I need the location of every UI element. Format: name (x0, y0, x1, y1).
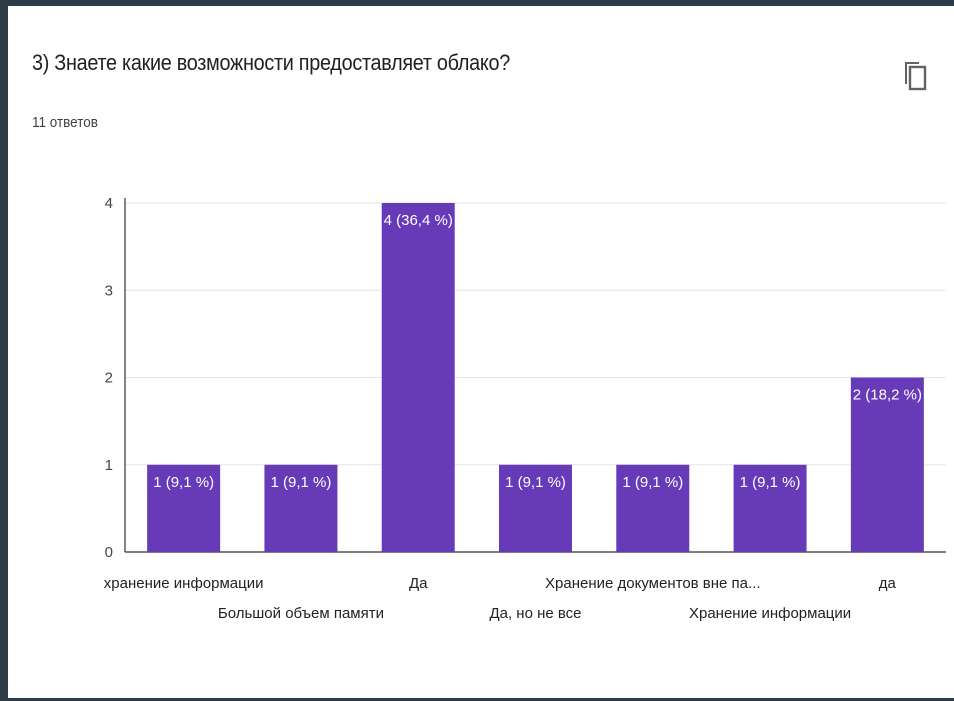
category-label: Да (409, 575, 428, 592)
chart-card: 3) Знаете какие возможности предоставляе… (8, 6, 954, 698)
y-tick-label: 2 (105, 370, 113, 387)
bar-data-label: 1 (9,1 %) (505, 474, 566, 491)
bar[interactable] (850, 377, 924, 553)
bar-data-label: 2 (18,2 %) (853, 387, 922, 404)
y-tick-label: 4 (105, 195, 113, 212)
y-tick-label: 0 (105, 544, 113, 561)
bar-data-label: 4 (36,4 %) (384, 212, 453, 229)
bar[interactable] (499, 464, 572, 552)
category-label: хранение информации (104, 575, 264, 592)
category-label: Хранение документов вне па... (545, 575, 761, 592)
bar-data-label: 1 (9,1 %) (622, 474, 683, 491)
response-count: 11 ответов (32, 114, 98, 131)
bar[interactable] (147, 464, 221, 552)
question-title: 3) Знаете какие возможности предоставляе… (32, 50, 510, 75)
bar[interactable] (264, 464, 338, 552)
bar-data-label: 1 (9,1 %) (740, 474, 801, 491)
bar[interactable] (733, 464, 807, 552)
category-label: Большой объем памяти (218, 605, 384, 622)
category-label: Да, но не все (489, 605, 581, 622)
y-tick-label: 3 (105, 282, 113, 299)
copy-icon[interactable] (901, 54, 929, 98)
category-label: Хранение информации (689, 605, 851, 622)
category-label: да (879, 575, 897, 592)
bar-chart: 0 1 2 3 4 1 (9,1 %) хранение информации 1 (9,1 … (104, 195, 946, 622)
bar-data-label: 1 (9,1 %) (270, 474, 331, 491)
y-tick-label: 1 (105, 457, 113, 474)
bar[interactable] (616, 464, 690, 552)
bar[interactable] (381, 203, 455, 552)
bar-data-label: 1 (9,1 %) (153, 474, 214, 491)
